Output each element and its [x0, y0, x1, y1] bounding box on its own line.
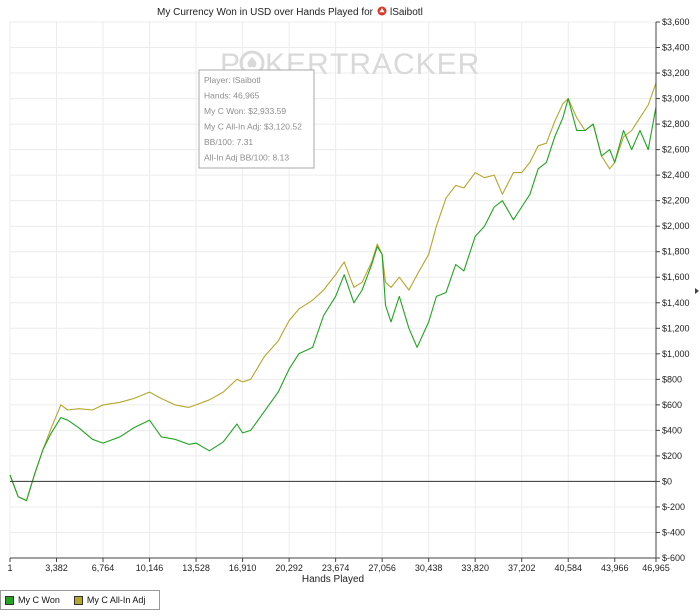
legend-item-adj[interactable]: My C All-In Adj — [73, 595, 146, 605]
chart-player-name: lSaibotl — [390, 7, 423, 18]
x-tick-label: 40,584 — [554, 563, 582, 573]
y-tick-label: $-400 — [662, 527, 685, 537]
x-tick-label: 23,674 — [322, 563, 350, 573]
y-axis: $3,600 $3,400 $3,200 $3,000 $2,800 $2,600 $2,4… — [655, 17, 690, 563]
y-tick-label: $2,400 — [662, 170, 690, 180]
x-tick-label: 27,056 — [368, 563, 396, 573]
y-tick-label: $600 — [662, 400, 682, 410]
series-lines — [9, 82, 657, 502]
y-tick-label: $1,400 — [662, 298, 690, 308]
x-tick-label: 10,146 — [136, 563, 164, 573]
legend-label-won: My C Won — [18, 595, 60, 605]
tooltip-line: My C Won: $2,933.59 — [204, 106, 286, 116]
x-tick-label: 43,966 — [601, 563, 629, 573]
x-tick-label: 46,965 — [642, 563, 670, 573]
watermark-right: TRACKER — [330, 48, 480, 81]
legend: My C Won My C All-In Adj — [0, 590, 160, 610]
y-tick-label: $400 — [662, 425, 682, 435]
x-tick-label: 37,202 — [508, 563, 536, 573]
tooltip-line: BB/100: 7.31 — [204, 137, 253, 147]
legend-label-adj: My C All-In Adj — [86, 595, 146, 605]
y-tick-label: $3,600 — [662, 17, 690, 27]
legend-item-won[interactable]: My C Won — [5, 595, 60, 605]
x-tick-label: 33,820 — [461, 563, 489, 573]
y-tick-label: $200 — [662, 451, 682, 461]
y-tick-label: $-200 — [662, 502, 685, 512]
hover-tooltip: Player: lSaibotl Hands: 46,965 My C Won: $… — [198, 69, 315, 169]
tooltip-line: Hands: 46,965 — [204, 91, 260, 101]
y-tick-label: $3,400 — [662, 43, 690, 53]
y-tick-label: $-600 — [662, 553, 685, 563]
tooltip-line: My C All-In Adj: $3,120.52 — [204, 122, 302, 132]
y-tick-label: $3,000 — [662, 94, 690, 104]
x-axis: 1 3,382 6,764 10,146 13,528 16,910 20,292 23,67… — [7, 557, 670, 573]
y-tick-label: $1,800 — [662, 247, 690, 257]
plot-area — [9, 21, 657, 559]
y-tick-label: $1,600 — [662, 272, 690, 282]
y-tick-label: $2,600 — [662, 145, 690, 155]
y-tick-label: $2,200 — [662, 196, 690, 206]
x-tick-label: 30,438 — [415, 563, 443, 573]
x-tick-label: 16,910 — [229, 563, 257, 573]
x-tick-label: 6,764 — [92, 563, 115, 573]
y-tick-label: $800 — [662, 374, 682, 384]
series-line-my-c-all-in-adj — [9, 82, 657, 502]
y-tick-label: $0 — [662, 476, 672, 486]
tooltip-line: All-In Adj BB/100: 8.13 — [204, 153, 289, 163]
y-tick-label: $3,200 — [662, 68, 690, 78]
x-tick-label: 3,382 — [45, 563, 68, 573]
chart-title-group: My Currency Won in USD over Hands Played… — [157, 6, 423, 18]
tooltip-box — [198, 69, 315, 169]
legend-swatch-won — [5, 595, 14, 605]
x-tick-label: 1 — [7, 563, 12, 573]
tooltip-line: Player: lSaibotl — [204, 75, 261, 85]
x-tick-label: 20,292 — [275, 563, 303, 573]
x-tick-label: 13,528 — [182, 563, 210, 573]
y-tick-label: $2,800 — [662, 119, 690, 129]
legend-swatch-adj — [73, 595, 83, 605]
y-tick-label: $1,200 — [662, 323, 690, 333]
poker-tracker-watermark: P KER TRACKER — [220, 48, 480, 81]
y-tick-label: $1,000 — [662, 349, 690, 359]
chart-title: My Currency Won in USD over Hands Played… — [157, 7, 374, 18]
x-axis-label: Hands Played — [302, 574, 364, 585]
y-tick-label: $2,000 — [662, 221, 690, 231]
scroll-arrow-icon[interactable] — [695, 288, 699, 294]
poker-chip-icon — [377, 6, 387, 16]
series-line-my-c-won — [9, 98, 657, 502]
